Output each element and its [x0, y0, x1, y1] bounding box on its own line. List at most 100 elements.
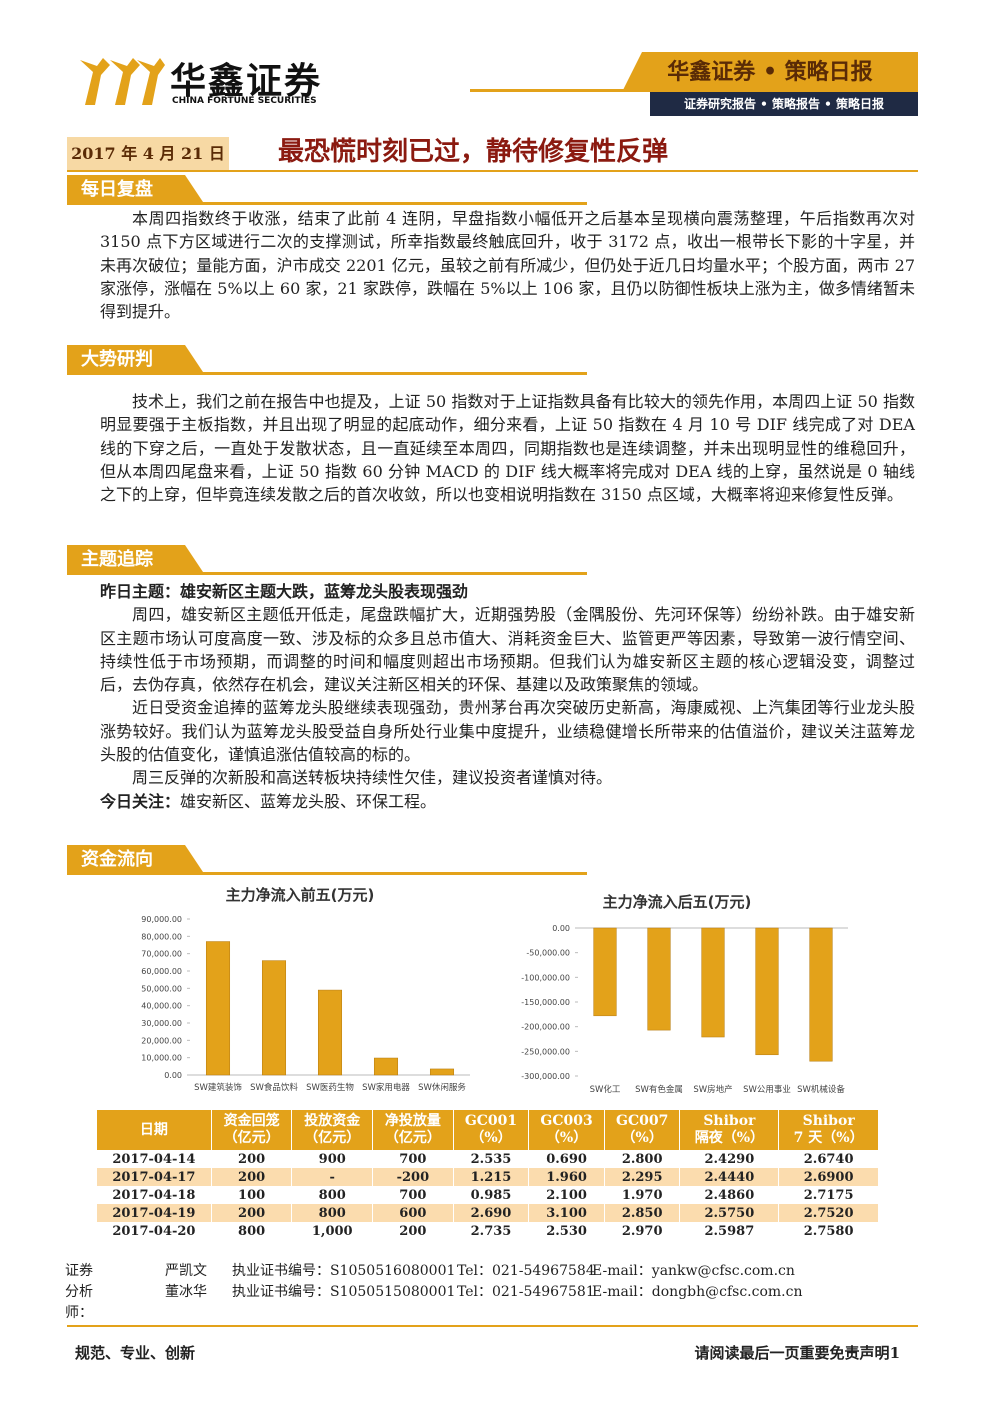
section-heading: 资金流向 — [67, 845, 587, 875]
logo-cn: 华鑫证券 — [170, 61, 323, 102]
header-text: （%） — [545, 1130, 588, 1146]
table-cell: 2017-04-20 — [97, 1222, 212, 1240]
disclaimer: 请阅读最后一页重要免责声明 — [694, 1344, 890, 1362]
table-cell: 2.7175 — [778, 1186, 879, 1204]
header-text: 投放资金 — [304, 1113, 361, 1129]
analyst-email: E-mail：dongbh@cfsc.com.cn — [592, 1284, 803, 1300]
x-tick-label: SW房地产 — [693, 1084, 732, 1095]
y-tick-label: -250,000.00 — [521, 1047, 570, 1056]
analyst-label: 证券分析师： — [65, 1263, 93, 1321]
rule — [67, 572, 587, 575]
table-cell: 2.5987 — [679, 1222, 780, 1240]
y-tick-label: 60,000.00 — [141, 967, 182, 976]
paragraph: 近日受资金追捧的蓝筹龙头股继续表现强劲，贵州茅台再次突破历史新高，海康威视、上汽… — [100, 698, 915, 765]
x-tick-label: SW食品饮料 — [250, 1082, 298, 1093]
x-tick-label: SW公用事业 — [743, 1084, 791, 1095]
rule — [67, 372, 587, 375]
bar — [647, 927, 671, 1031]
chart-title: 主力净流入前五(万元) — [226, 886, 375, 904]
rule — [67, 872, 587, 875]
table-cell: 200 — [372, 1222, 454, 1240]
y-tick-label: 10,000.00 — [141, 1054, 182, 1063]
section-body: 本周四指数终于收涨，结束了此前 4 连阴，早盘指数小幅低开之后基本呈现横向震荡整… — [100, 207, 915, 323]
x-tick-label: SW建筑装饰 — [194, 1082, 242, 1093]
section-heading: 大势研判 — [67, 345, 587, 375]
table-cell: 2.6740 — [778, 1150, 879, 1168]
bar — [701, 927, 725, 1038]
header-text: （%） — [621, 1130, 663, 1146]
table-cell: 2.4290 — [679, 1150, 780, 1168]
date: 2017 年 4 月 21 日 — [67, 137, 229, 170]
table-cell: 2.5750 — [679, 1204, 780, 1222]
table-row: 2017-04-17 200- -200 1.215 1.960 2.295 2.4440 2… — [97, 1168, 879, 1186]
analyst-cert: 执业证书编号：S1050515080001 — [232, 1284, 456, 1300]
bar — [593, 927, 617, 1017]
y-tick-label: -50,000.00 — [526, 949, 570, 958]
analyst-email: E-mail：yankw@cfsc.com.cn — [592, 1263, 795, 1279]
footer-right: 请阅读最后一页重要免责声明1 — [695, 1342, 900, 1363]
table-cell: 2.970 — [604, 1222, 681, 1240]
header-text: 资金回笼 — [223, 1113, 280, 1129]
table-cell: 200 — [211, 1168, 293, 1186]
x-tick-label: SW医药生物 — [306, 1082, 354, 1093]
header-text: 日期 — [139, 1121, 168, 1138]
table-cell: 2.100 — [528, 1186, 605, 1204]
bar — [809, 927, 833, 1062]
table-cell: 1.960 — [528, 1168, 605, 1186]
table-cell: 2017-04-18 — [97, 1186, 212, 1204]
analyst-tel: Tel：021-54967581 — [457, 1284, 595, 1300]
table-cell: 900 — [291, 1150, 374, 1168]
header-cell: GC007 （%） — [604, 1110, 681, 1150]
table-cell: 2.7580 — [778, 1222, 879, 1240]
heading-text: 资金流向 — [67, 845, 205, 875]
paragraph-label: 昨日主题： — [100, 582, 181, 601]
table-cell: 700 — [372, 1150, 454, 1168]
table-cell: 800 — [291, 1186, 374, 1204]
y-tick-label: -100,000.00 — [521, 973, 570, 982]
header-cell: Shibor 隔夜（%） — [679, 1110, 780, 1150]
table-cell: 2.7520 — [778, 1204, 879, 1222]
bar — [755, 927, 779, 1056]
bar — [373, 1057, 399, 1076]
header-cell: GC003 （%） — [528, 1110, 605, 1150]
header-cell: 净投放量 （亿元） — [372, 1110, 454, 1150]
x-tick-label: SW化工 — [590, 1084, 621, 1095]
table-cell: 2017-04-14 — [97, 1150, 212, 1168]
y-tick-label: -200,000.00 — [521, 1023, 570, 1032]
y-tick-label: 80,000.00 — [141, 932, 182, 941]
header-cell: 资金回笼 （亿元） — [211, 1110, 293, 1150]
table-cell: 2.4440 — [679, 1168, 780, 1186]
table-cell: 800 — [291, 1204, 374, 1222]
table-cell: - — [291, 1168, 374, 1186]
y-tick-label: 20,000.00 — [141, 1036, 182, 1045]
rule — [67, 170, 918, 172]
header-cell: GC001 （%） — [453, 1110, 530, 1150]
table-cell: 2.690 — [453, 1204, 530, 1222]
footer-left: 规范、专业、创新 — [75, 1344, 196, 1362]
table-cell: 2.295 — [604, 1168, 681, 1186]
y-tick-label: 70,000.00 — [141, 950, 182, 959]
header-text: Shibor — [703, 1113, 756, 1129]
table-cell: 600 — [372, 1204, 454, 1222]
paragraph: 周三反弹的次新股和高送转板块持续性欠佳，建议投资者谨慎对待。 — [132, 768, 613, 788]
bar — [261, 960, 287, 1076]
header-cell: 日期 — [97, 1110, 212, 1150]
rule — [67, 1325, 918, 1327]
header-text: 隔夜（%） — [694, 1130, 765, 1146]
table-cell: 2.735 — [453, 1222, 530, 1240]
table-row: 2017-04-19 200 800 600 2.690 3.100 2.850 2.5750… — [97, 1204, 879, 1222]
header-text: （亿元） — [384, 1130, 441, 1146]
table-cell: 2.850 — [604, 1204, 681, 1222]
table-cell: 3.100 — [528, 1204, 605, 1222]
header-text: GC003 — [540, 1113, 593, 1129]
section-heading: 主题追踪 — [67, 545, 587, 575]
header-text: 净投放量 — [384, 1113, 441, 1129]
page-number: 1 — [889, 1344, 900, 1362]
y-tick-label: -150,000.00 — [521, 998, 570, 1007]
paragraph: 本周四指数终于收涨，结束了此前 4 连阴，早盘指数小幅低开之后基本呈现横向震荡整… — [100, 209, 915, 322]
table-cell: 2.4860 — [679, 1186, 780, 1204]
charts: 主力净流入前五(万元) 0.00 10,000.00 20,000.00 30,000.… — [141, 886, 848, 1095]
table-cell: 1,000 — [291, 1222, 374, 1240]
table-cell: 0.985 — [453, 1186, 530, 1204]
